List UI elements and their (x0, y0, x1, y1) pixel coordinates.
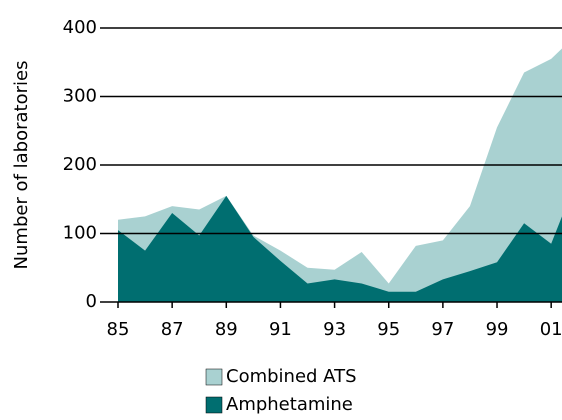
legend-label: Amphetamine (226, 394, 353, 415)
legend-swatch (205, 396, 223, 414)
x-tick-label: 99 (486, 319, 509, 340)
x-tick-label: 87 (161, 319, 184, 340)
x-tick-label: 95 (377, 319, 400, 340)
x-tick-label: 91 (269, 319, 292, 340)
x-tick-label: 93 (323, 319, 346, 340)
x-tick-label: 89 (215, 319, 238, 340)
y-tick-label: 100 (63, 223, 97, 244)
y-tick-label: 400 (63, 17, 97, 38)
legend-label: Combined ATS (226, 366, 357, 387)
x-tick-label: 85 (107, 319, 130, 340)
y-tick-label: 0 (86, 291, 97, 312)
y-axis-label: Number of laboratories (11, 61, 32, 270)
y-tick-label: 200 (63, 154, 97, 175)
area (118, 195, 562, 302)
x-tick-label: 97 (431, 319, 454, 340)
legend-swatch (205, 368, 223, 386)
x-tick-label: 01 (540, 319, 562, 340)
y-tick-label: 300 (63, 86, 97, 107)
